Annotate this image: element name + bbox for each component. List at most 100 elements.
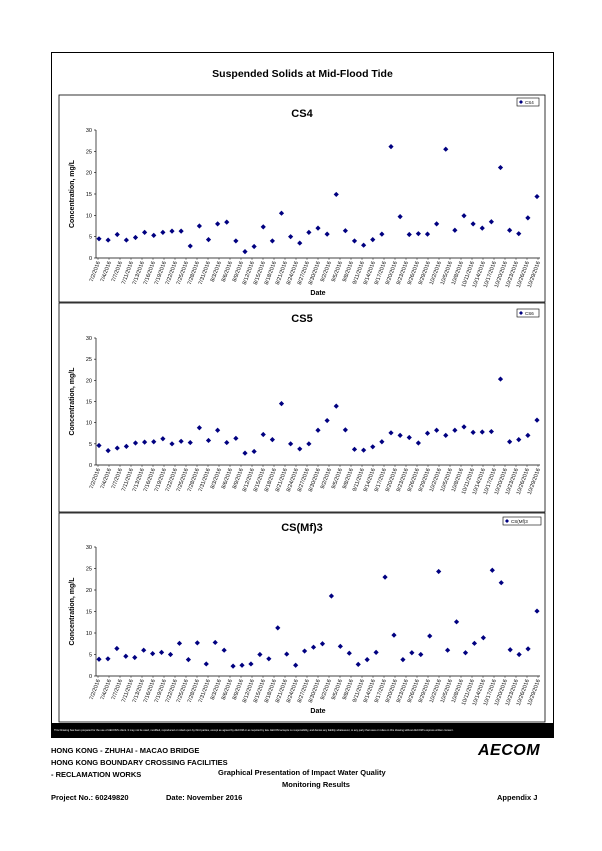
data-point — [315, 427, 321, 433]
report-title-line-1: Graphical Presentation of Impact Water Q… — [218, 768, 386, 777]
data-point — [470, 429, 476, 436]
data-point — [480, 635, 486, 641]
project-line-3: - RECLAMATION WORKS — [51, 770, 142, 779]
data-point — [342, 228, 348, 234]
data-point — [123, 653, 129, 659]
data-point — [203, 661, 209, 667]
data-point — [373, 649, 379, 655]
data-point — [132, 234, 139, 241]
data-point — [105, 448, 111, 454]
data-point — [315, 225, 321, 231]
data-point — [534, 417, 540, 423]
data-point — [194, 640, 200, 646]
data-point — [284, 651, 290, 657]
data-point — [443, 146, 449, 152]
data-point — [525, 215, 531, 221]
legend-marker — [519, 100, 523, 104]
data-point — [142, 229, 148, 235]
y-tick-label: 5 — [89, 653, 92, 659]
data-point — [212, 639, 218, 646]
appendix-label: Appendix J — [497, 793, 538, 802]
data-point — [445, 647, 451, 653]
data-point — [333, 191, 339, 198]
data-point — [151, 232, 157, 238]
data-point — [114, 645, 120, 652]
legend-box — [502, 516, 542, 526]
y-tick-label: 10 — [86, 631, 92, 637]
data-point — [230, 663, 236, 669]
y-tick-label: 25 — [86, 567, 92, 573]
disclaimer-bar: This Drawing has been prepared for the u… — [51, 724, 554, 738]
data-point — [215, 427, 221, 433]
data-point — [248, 661, 254, 667]
data-point — [507, 227, 513, 233]
x-axis-title: Date — [310, 290, 325, 297]
data-point — [391, 632, 397, 638]
data-point — [167, 651, 174, 658]
data-point — [205, 437, 212, 444]
data-point — [132, 654, 138, 661]
y-tick-label: 0 — [89, 256, 92, 262]
data-point — [516, 231, 522, 237]
data-point — [196, 425, 202, 431]
data-point — [150, 651, 156, 657]
y-tick-label: 5 — [89, 442, 92, 448]
project-number: Project No.: 60249820 — [51, 793, 129, 802]
data-point — [187, 243, 193, 249]
legend-marker — [505, 519, 509, 523]
data-point — [427, 633, 433, 639]
data-point — [233, 435, 239, 441]
data-point — [260, 431, 266, 438]
data-point — [196, 223, 202, 229]
data-point — [319, 641, 326, 647]
data-point — [178, 438, 184, 444]
data-point — [260, 224, 266, 230]
data-point — [337, 643, 343, 649]
project-line-2: HONG KONG BOUNDARY CROSSING FACILITIES — [51, 758, 228, 767]
legend-marker — [519, 311, 523, 315]
data-point — [434, 427, 440, 433]
data-point — [288, 441, 294, 447]
data-point — [351, 238, 358, 244]
data-point — [424, 430, 431, 436]
y-tick-label: 15 — [86, 400, 92, 406]
data-point — [479, 429, 485, 435]
data-point — [187, 439, 193, 446]
data-point — [497, 376, 504, 382]
data-point — [525, 646, 531, 652]
data-point — [105, 656, 111, 662]
data-point — [293, 662, 299, 668]
data-point — [278, 401, 285, 407]
data-point — [453, 619, 460, 625]
document-date: Date: November 2016 — [166, 793, 243, 802]
data-point — [370, 444, 376, 450]
data-point — [306, 229, 312, 235]
disclaimer-text: This Drawing has been prepared for the u… — [54, 729, 454, 732]
report-title-line-2: Monitoring Results — [282, 780, 350, 789]
data-point — [498, 580, 504, 586]
data-point — [346, 650, 352, 656]
data-point — [462, 650, 469, 656]
data-point — [488, 428, 494, 435]
data-point — [251, 243, 257, 250]
data-point — [151, 439, 157, 445]
data-point — [328, 593, 335, 599]
data-point — [123, 237, 129, 243]
y-axis-title: Concentration, mg/L — [69, 159, 76, 228]
data-point — [397, 432, 403, 438]
y-tick-label: 5 — [89, 235, 92, 241]
y-tick-label: 10 — [86, 213, 92, 219]
data-point — [278, 210, 285, 216]
data-point — [351, 446, 358, 452]
data-point — [251, 448, 257, 455]
y-tick-label: 15 — [86, 192, 92, 198]
data-point — [497, 164, 504, 171]
data-point — [534, 193, 540, 200]
project-line-1: HONG KONG - ZHUHAI - MACAO BRIDGE — [51, 746, 200, 755]
data-point — [361, 447, 367, 453]
data-point — [269, 437, 275, 443]
data-point — [324, 231, 330, 237]
